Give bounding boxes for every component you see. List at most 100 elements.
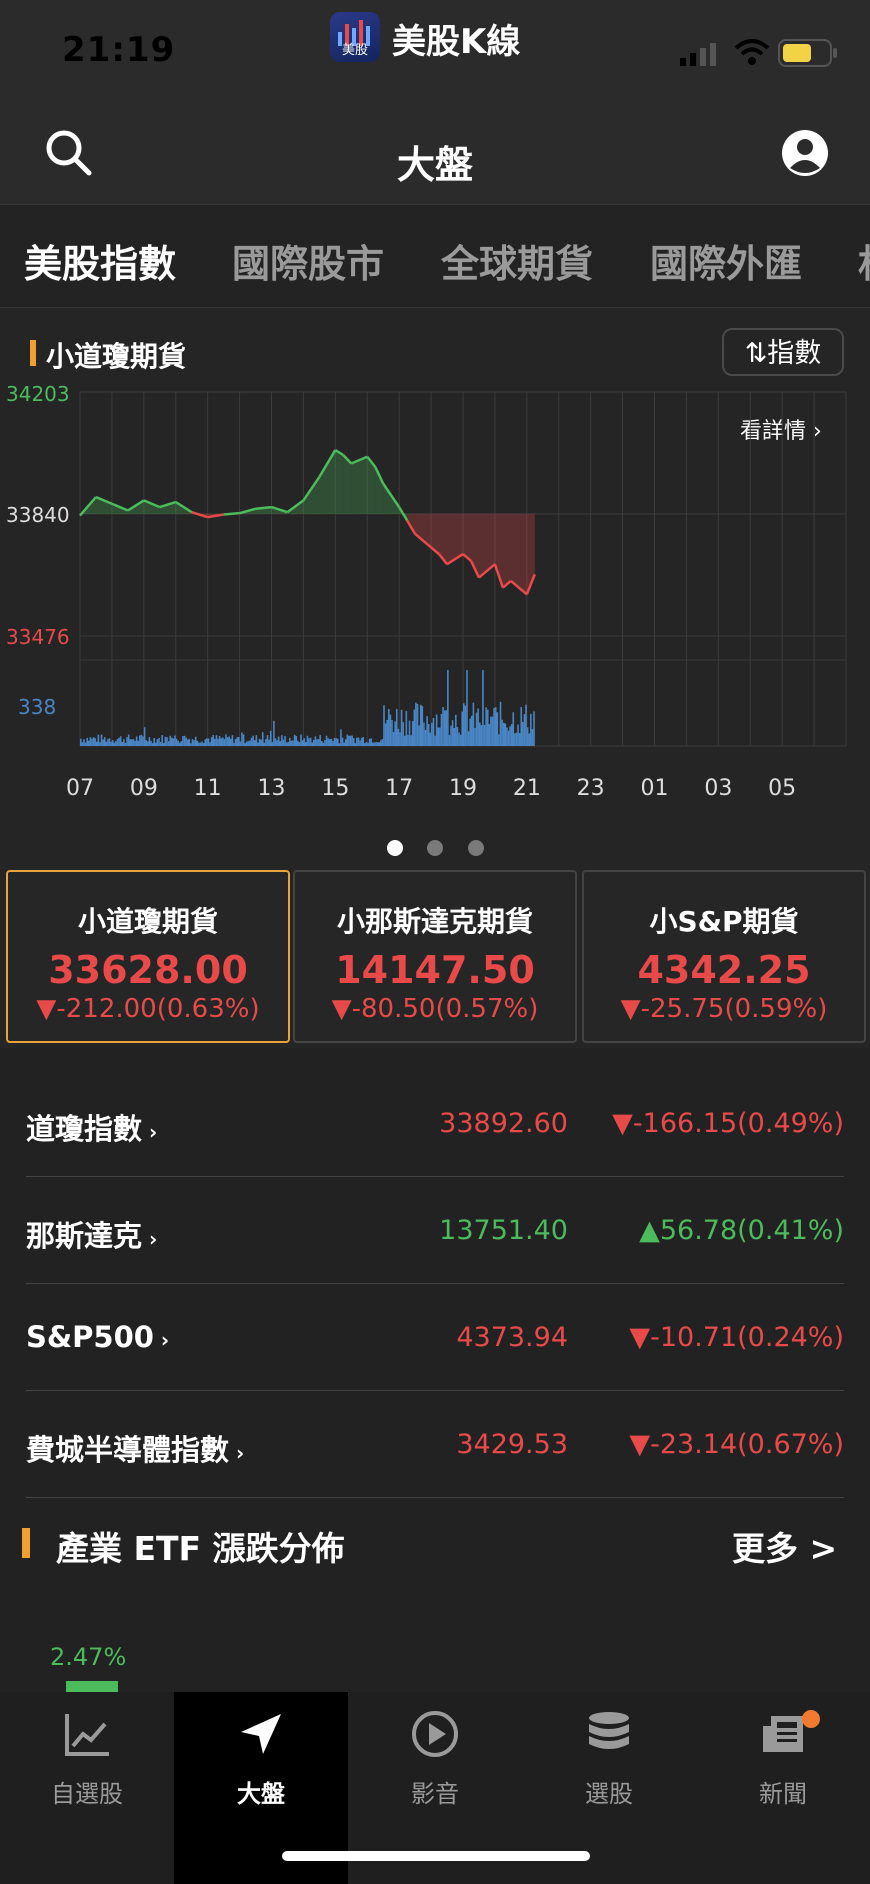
price-segment [334, 449, 344, 457]
volume-bar [167, 741, 170, 746]
volume-bar [309, 737, 312, 746]
app-name: 美股K線 [392, 22, 521, 62]
volume-bar [400, 709, 403, 746]
tab-more[interactable]: 相 [858, 233, 870, 288]
volume-bar [375, 741, 377, 746]
tab-intl-forex[interactable]: 國際外匯 [650, 242, 803, 286]
price-segment [510, 580, 528, 596]
etf-bar-value: 2.47% [50, 1643, 127, 1671]
volume-bar [464, 705, 467, 746]
volume-bars [80, 670, 535, 746]
index-name: 費城半導體指數 › [26, 1433, 245, 1467]
volume-bar [332, 741, 334, 746]
volume-bar [102, 739, 104, 746]
page-dot-1[interactable] [387, 840, 403, 856]
volume-bar [387, 709, 390, 746]
x-tick-label: 03 [704, 776, 733, 801]
volume-bar [268, 739, 270, 746]
volume-bar [333, 738, 336, 746]
volume-bar [314, 736, 317, 746]
volume-bar [415, 702, 417, 746]
volume-bar [373, 742, 376, 746]
volume-bar [341, 737, 344, 746]
tab-us-indices[interactable]: 美股指數 [24, 242, 177, 286]
page-dot-3[interactable] [468, 840, 484, 856]
price-segment [382, 482, 401, 508]
price-area [447, 513, 463, 565]
more-link[interactable]: 更多 > [732, 1529, 838, 1568]
volume-bar [84, 742, 87, 746]
volume-bar [191, 739, 194, 746]
account-icon[interactable] [780, 128, 830, 178]
nav-screener[interactable]: 選股 [522, 1692, 696, 1884]
volume-bar [196, 740, 199, 746]
volume-bar [164, 736, 167, 746]
volume-bar [362, 737, 365, 746]
volume-bar [274, 738, 277, 746]
index-row-dow[interactable]: 道瓊指數 › 33892.60 ▼-166.15(0.49%) [26, 1070, 844, 1177]
volume-bar [485, 707, 487, 746]
volume-bar [111, 740, 114, 746]
index-row-sox[interactable]: 費城半導體指數 › 3429.53 ▼-23.14(0.67%) [26, 1391, 844, 1498]
nav-news[interactable]: 新聞 [696, 1692, 870, 1884]
volume-bar [512, 712, 515, 746]
volume-bar [427, 723, 430, 746]
page-dot-2[interactable] [427, 840, 443, 856]
volume-bar [107, 739, 109, 746]
volume-bar [199, 742, 202, 746]
index-name: 那斯達克 › [26, 1219, 158, 1253]
volume-bar [466, 670, 468, 746]
price-segment [191, 510, 209, 519]
volume-bar [290, 740, 293, 746]
switch-index-button[interactable]: ⇅指數 [722, 328, 844, 376]
volume-bar [496, 712, 499, 746]
volume-bar [137, 740, 140, 746]
volume-bar [370, 738, 373, 746]
futures-card-sp[interactable]: 小S&P期貨 4342.25 ▼-25.75(0.59%) [582, 870, 866, 1043]
tab-intl-stocks[interactable]: 國際股市 [232, 242, 385, 286]
price-segment [95, 495, 113, 505]
price-segment [478, 563, 496, 579]
tab-global-futures[interactable]: 全球期貨 [441, 242, 594, 286]
volume-bar [158, 737, 160, 746]
price-segment [366, 455, 377, 468]
volume-bar [528, 733, 531, 746]
volume-bar [214, 739, 216, 746]
volume-bar [260, 739, 262, 746]
index-row-nasdaq[interactable]: 那斯達克 › 13751.40 ▲56.78(0.41%) [26, 1177, 844, 1284]
volume-bar [461, 711, 464, 746]
price-area [159, 502, 176, 514]
volume-bar [456, 727, 459, 746]
index-row-sp500[interactable]: S&P500 › 4373.94 ▼-10.71(0.24%) [26, 1284, 844, 1391]
volume-bar [215, 735, 218, 746]
volume-bar [488, 723, 491, 746]
volume-bar [226, 737, 229, 746]
volume-bar [424, 729, 427, 746]
volume-bar [244, 742, 246, 746]
volume-bar [172, 738, 175, 746]
volume-bar [419, 704, 422, 746]
futures-card-dow[interactable]: 小道瓊期貨 33628.00 ▼-212.00(0.63%) [6, 870, 290, 1043]
line-chart-icon [65, 1714, 109, 1756]
intraday-chart[interactable] [0, 380, 870, 770]
index-change: ▲56.78(0.41%) [639, 1215, 844, 1246]
price-segment [159, 500, 177, 509]
price-area [375, 466, 384, 514]
volume-bar [357, 737, 360, 746]
price-segment [302, 476, 321, 502]
volume-bar [210, 737, 213, 746]
nav-watchlist[interactable]: 自選股 [0, 1692, 174, 1884]
volume-bar [108, 738, 111, 746]
x-tick-label: 13 [257, 776, 286, 801]
price-segment [469, 560, 481, 579]
nav-video[interactable]: 影音 [348, 1692, 522, 1884]
search-icon[interactable] [44, 128, 94, 178]
view-details-link[interactable]: 看詳情 › [740, 413, 822, 445]
app-logo-icon: 美股 [330, 12, 380, 62]
view-details-label: 看詳情 [740, 419, 807, 444]
volume-bar [455, 714, 457, 746]
chevron-right-icon: › [806, 419, 822, 444]
volume-bar [80, 738, 82, 746]
futures-card-nasdaq[interactable]: 小那斯達克期貨 14147.50 ▼-80.50(0.57%) [293, 870, 577, 1043]
status-bar [0, 0, 870, 100]
